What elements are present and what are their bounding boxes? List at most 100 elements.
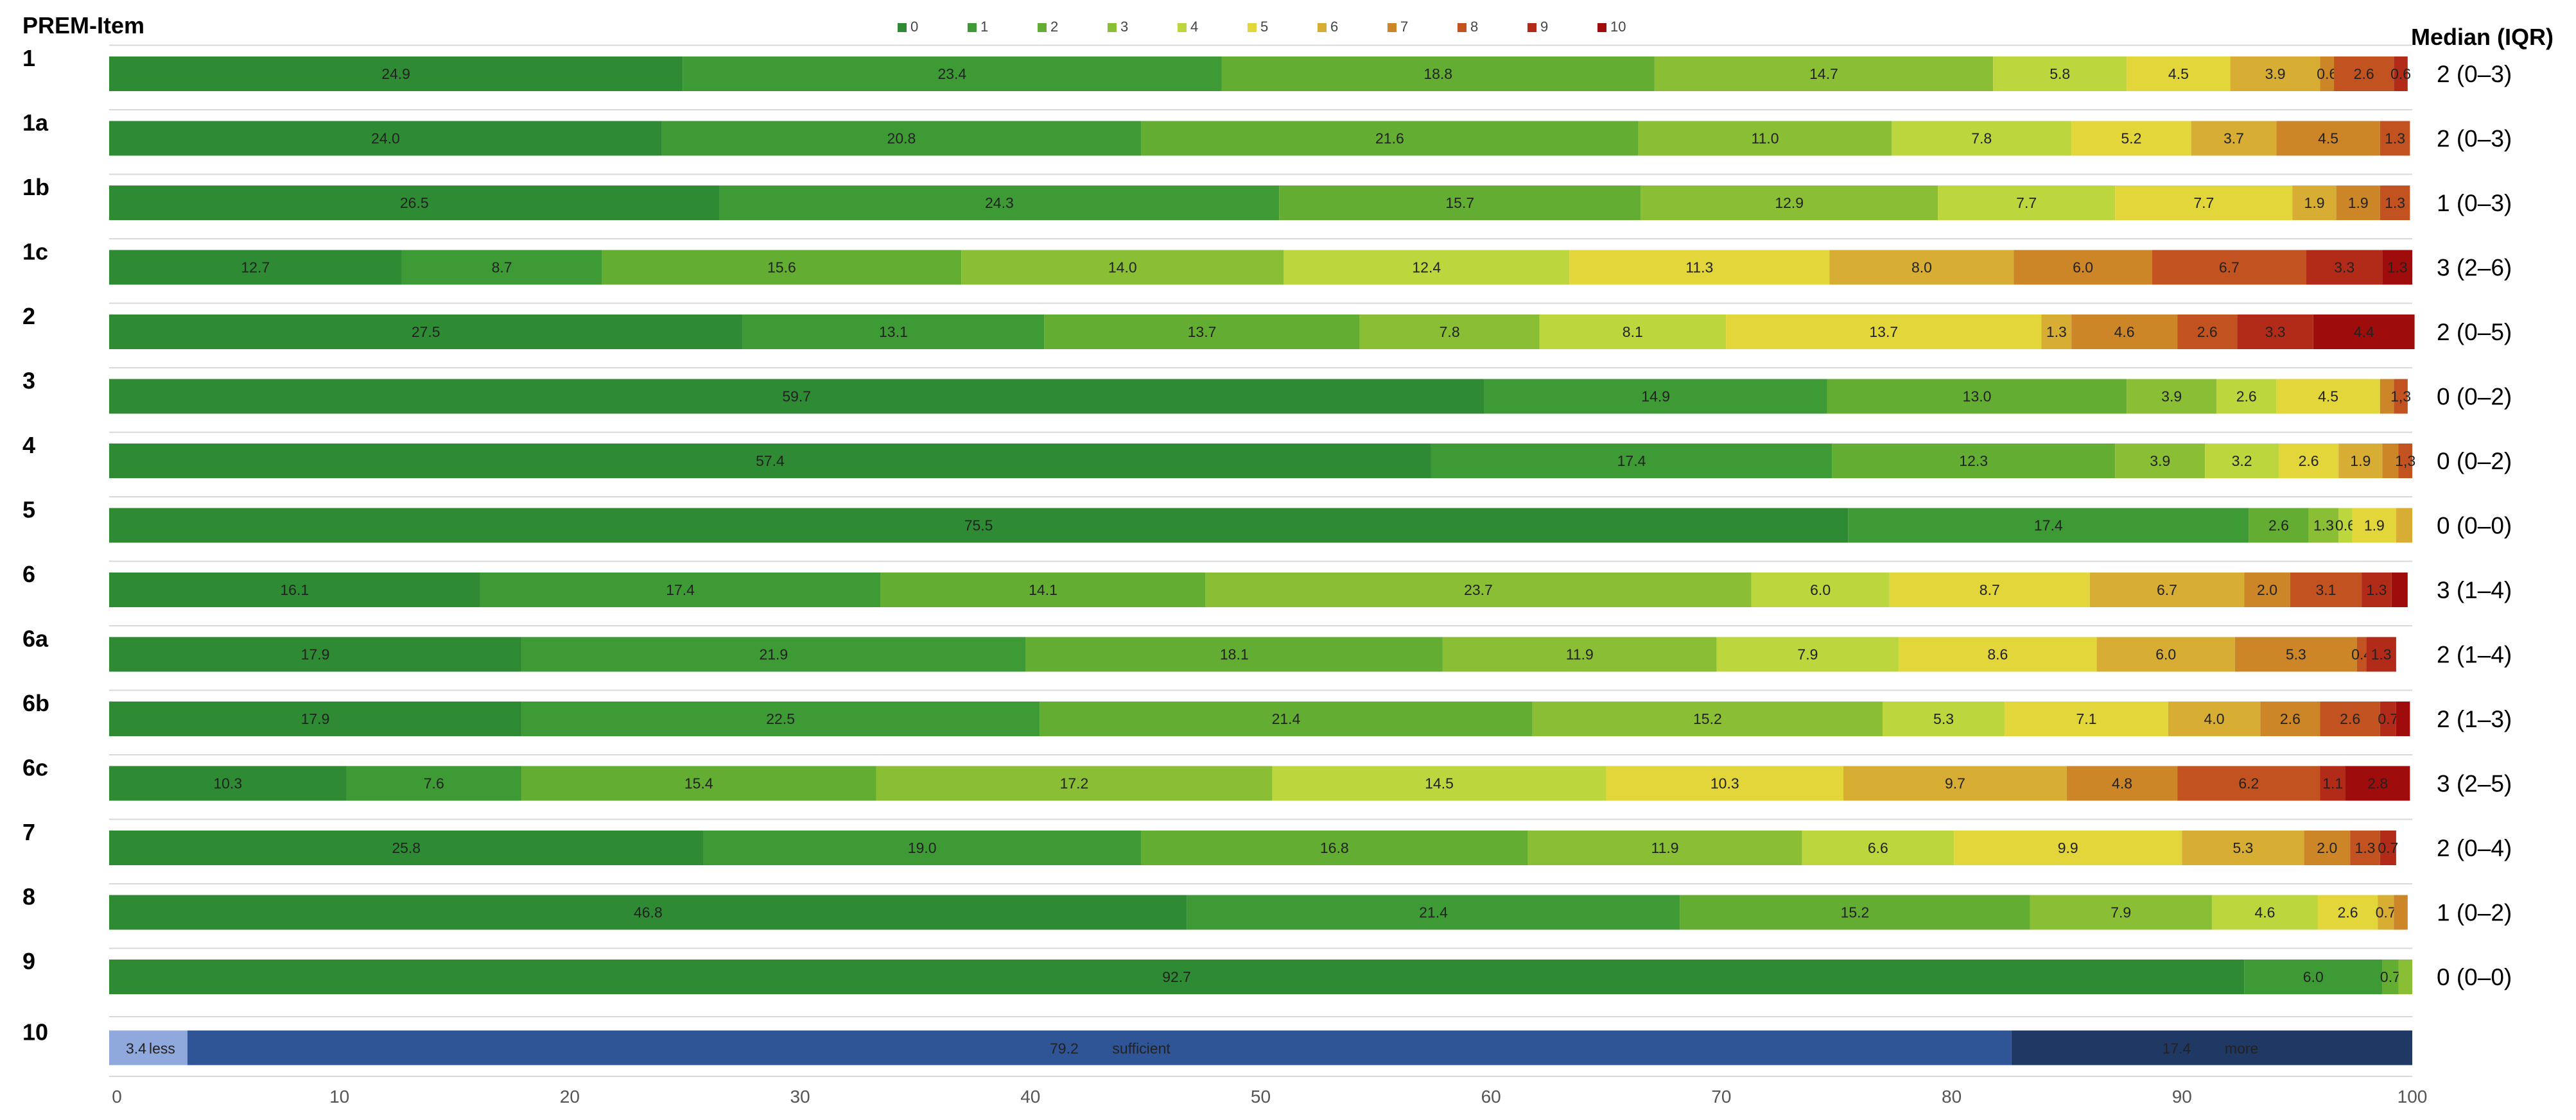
bar-segment (2382, 250, 2412, 285)
bar-segment (109, 831, 704, 865)
x-tick-label: 80 (1942, 1087, 1962, 1107)
bar-segment (1843, 766, 2067, 801)
bar-segment (1279, 185, 1641, 220)
segment-label: 6.2 (2238, 775, 2259, 792)
bar-segment (2380, 379, 2394, 414)
bar-segment (2182, 831, 2304, 865)
bar-segment-item10 (187, 1030, 2012, 1065)
segment-label: 24.3 (985, 194, 1014, 211)
legend-entry: 3 (1120, 19, 1128, 35)
segment-label: 21.6 (1375, 130, 1404, 147)
segment-label: 1.3 (2385, 194, 2405, 211)
segment-category-text: more (2225, 1040, 2258, 1057)
bar-segment (2394, 379, 2408, 414)
segment-label: 3.7 (2224, 130, 2244, 147)
segment-label: 1.3 (2385, 130, 2405, 147)
bar-segment (2304, 831, 2351, 865)
segment-label: 6.7 (2157, 582, 2177, 598)
segment-label: 12.7 (241, 259, 270, 276)
bar-segment (1832, 444, 2116, 478)
segment-label: 1.3 (2366, 582, 2387, 598)
bar-segment (1044, 314, 1360, 349)
bar-segment (2244, 960, 2383, 994)
segment-label: 23.4 (937, 65, 966, 82)
row-label: 2 (22, 303, 35, 329)
bar-segment (521, 702, 1040, 736)
segment-label: 17.9 (301, 711, 330, 727)
bar-segment (2205, 444, 2279, 478)
bar-segment (1431, 444, 1832, 478)
segment-label: 7.9 (2110, 904, 2131, 921)
bar-segment (2345, 766, 2410, 801)
median-value: 0 (0–2) (2437, 448, 2512, 474)
median-value: 0 (0–2) (2437, 384, 2512, 410)
segment-label: 19.0 (908, 840, 937, 856)
bar-segment (2356, 637, 2367, 672)
bar-segment (2127, 56, 2231, 91)
bar-segment (521, 637, 1026, 672)
row-label: 1 (22, 45, 35, 71)
bar-segment (2396, 702, 2410, 736)
bar-segment (2191, 121, 2277, 156)
bar-segment (2320, 766, 2345, 801)
bar-segment (2071, 314, 2178, 349)
segment-label: 1,3 (2390, 388, 2411, 405)
bar-segment (1284, 250, 1570, 285)
bar-segment (1726, 314, 2042, 349)
bar-segment (2041, 314, 2072, 349)
bar-segment (880, 573, 1206, 607)
segment-label: 24.0 (371, 130, 400, 147)
row-label: 4 (22, 432, 35, 458)
segment-label: 3.3 (2265, 323, 2286, 340)
segment-label: 14.7 (1809, 65, 1838, 82)
bar-segment (2350, 831, 2380, 865)
segment-label: 4.5 (2168, 65, 2189, 82)
segment-label: 6.0 (2073, 259, 2093, 276)
segment-label: 8.7 (492, 259, 512, 276)
segment-label: 3.2 (2232, 452, 2252, 469)
median-value: 3 (2–6) (2437, 255, 2512, 281)
x-tick-label: 20 (560, 1087, 580, 1107)
segment-label: 1.3 (2371, 646, 2392, 663)
segment-label: 2.0 (2317, 840, 2337, 856)
bar-segment (109, 508, 1849, 543)
bar-segment-item10 (109, 1030, 187, 1065)
bar-segment (480, 573, 881, 607)
segment-label: 4.5 (2318, 388, 2338, 405)
segment-label: 7.9 (1797, 646, 1818, 663)
x-tick-label: 70 (1711, 1087, 1731, 1107)
segment-label: 0.7 (2376, 904, 2396, 921)
median-value: 2 (0–4) (2437, 835, 2512, 861)
segment-label: 0.6 (2390, 65, 2411, 82)
segment-label: 15.4 (684, 775, 713, 792)
bar-segment (2276, 121, 2380, 156)
segment-label: 6.7 (2219, 259, 2240, 276)
bar-segment (109, 573, 480, 607)
bar-segment (2234, 637, 2357, 672)
segment-label: 2.6 (2299, 452, 2319, 469)
bar-segment (1680, 895, 2030, 930)
segment-label: 26.5 (400, 194, 429, 211)
row-label: 5 (22, 497, 35, 523)
legend-swatch (1178, 23, 1187, 32)
legend-swatch (1318, 23, 1327, 32)
bar-segment (2320, 702, 2380, 736)
legend-entry: 2 (1050, 19, 1058, 35)
segment-label: 0.6 (2317, 65, 2337, 82)
bar-segment (2334, 56, 2394, 91)
row-separators (109, 44, 2412, 1077)
row-label: 6c (22, 755, 48, 781)
bar-segment (1716, 637, 1899, 672)
segment-label: 3.9 (2265, 65, 2286, 82)
y-axis-title: PREM-Item (22, 12, 144, 39)
legend-entry: 8 (1470, 19, 1478, 35)
bar-segment (683, 56, 1222, 91)
legend-entry: 10 (1610, 19, 1626, 35)
bar-segment (109, 314, 743, 349)
bar-segment (2216, 379, 2277, 414)
bar-segment (109, 960, 2245, 994)
bar-segment (2317, 895, 2378, 930)
segment-label: 11.9 (1651, 840, 1678, 856)
segment-label: 17.9 (301, 646, 330, 663)
bar-segment (1187, 895, 1680, 930)
